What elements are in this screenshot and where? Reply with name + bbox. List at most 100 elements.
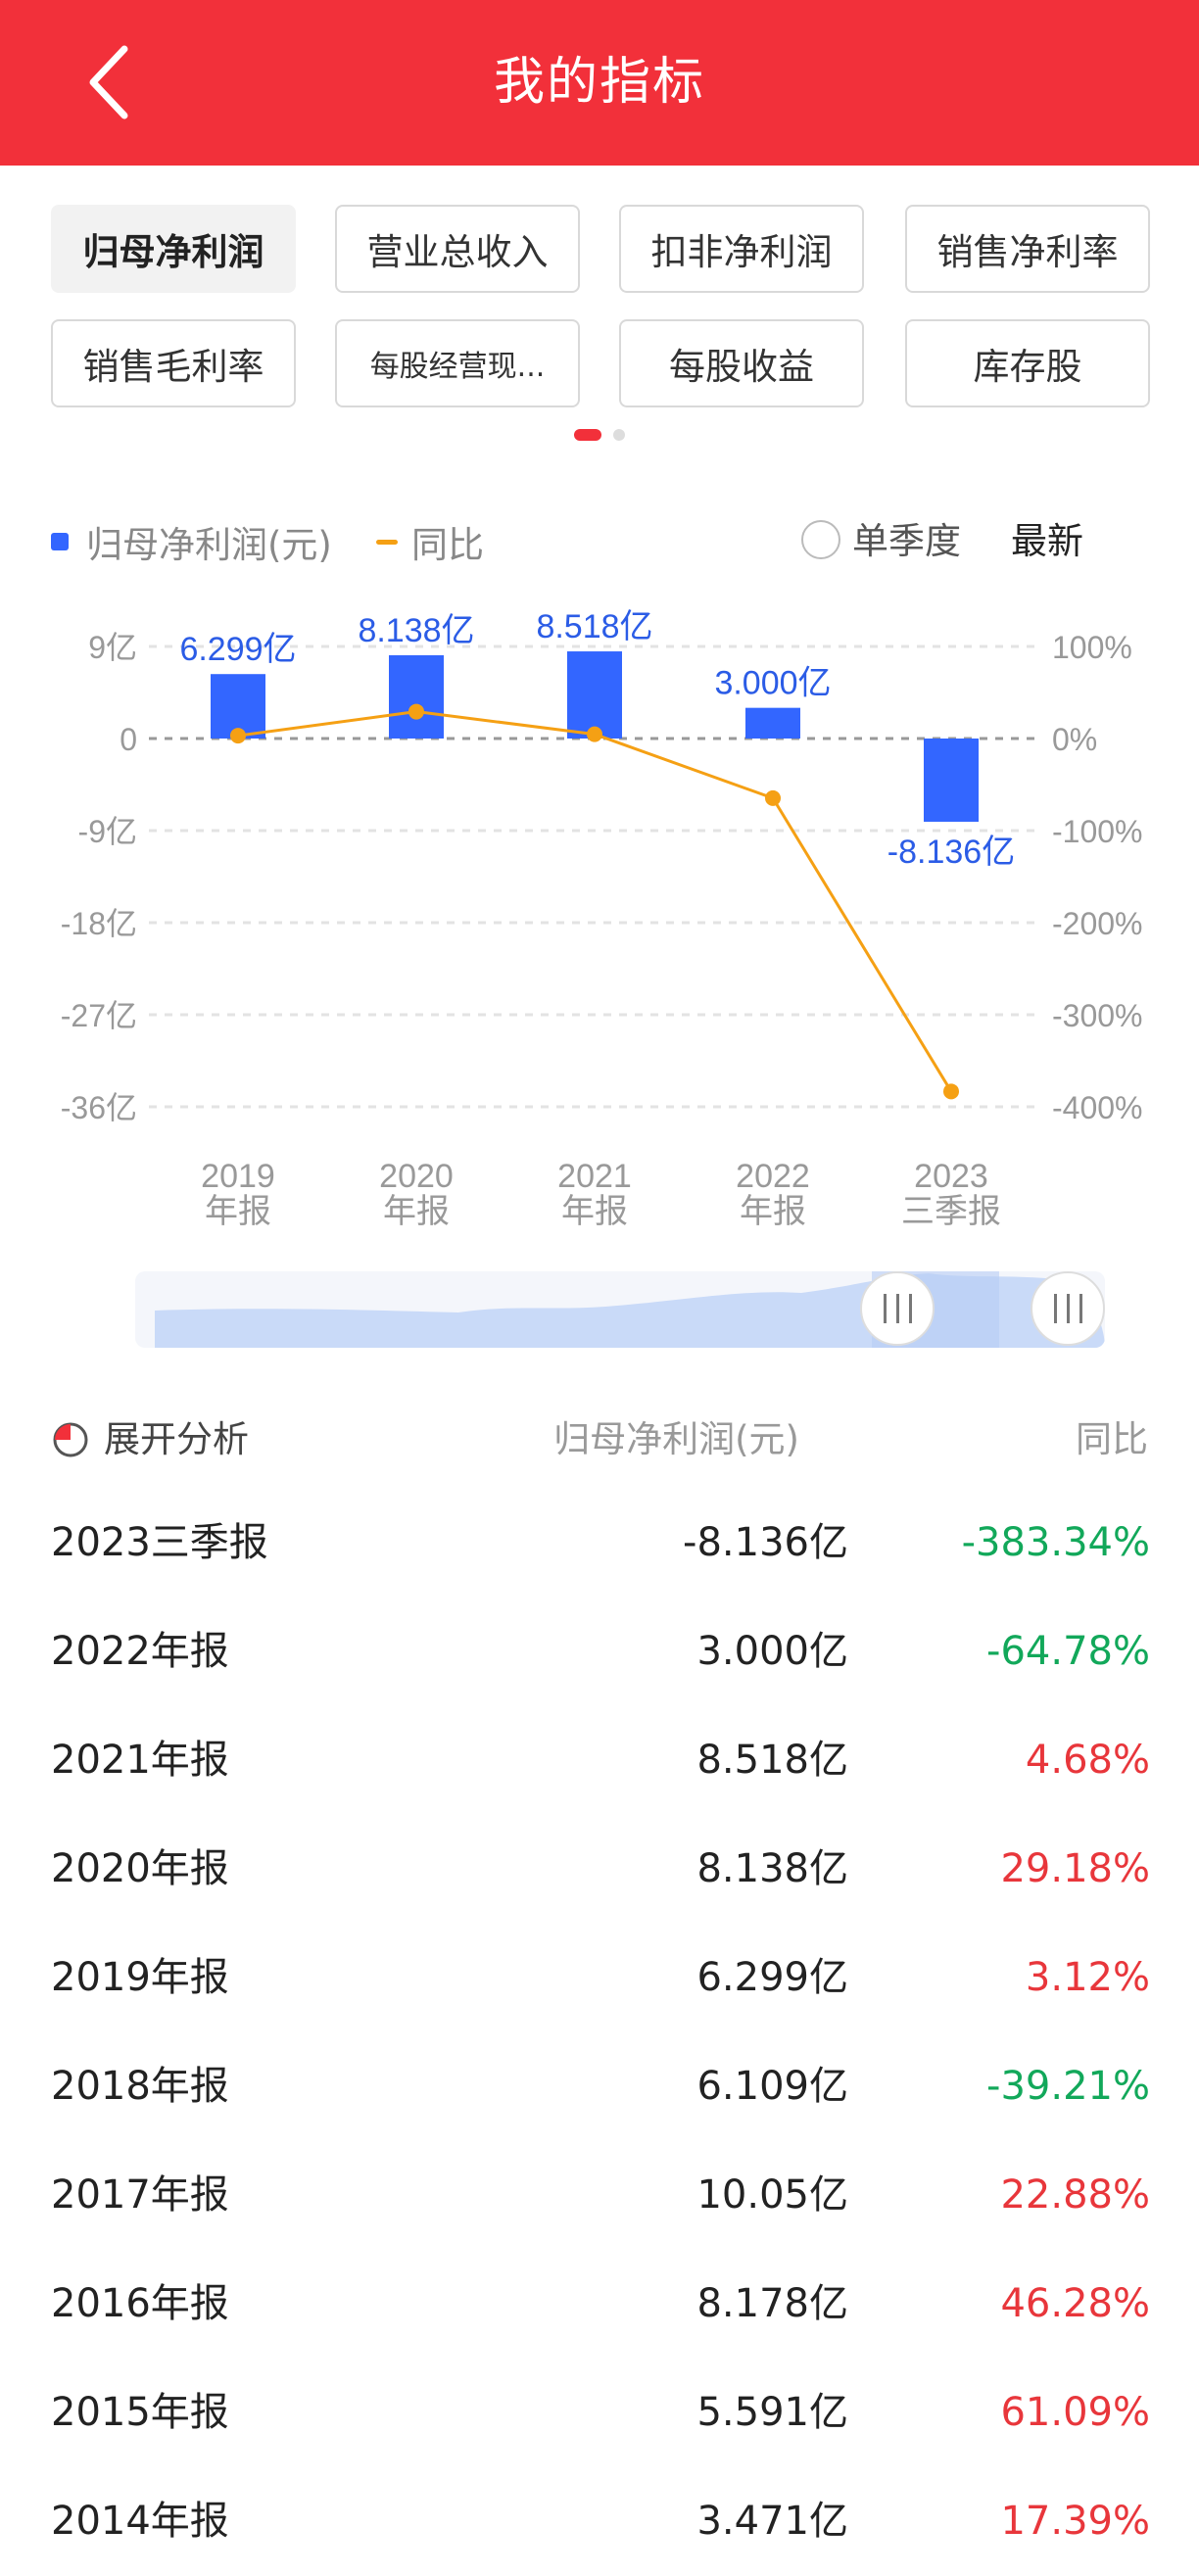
tab-treasury-stock[interactable]: 库存股	[905, 319, 1150, 407]
table-row[interactable]: 2016年报 8.178亿 46.28%	[51, 2250, 1150, 2359]
page-title: 我的指标	[493, 53, 705, 112]
row-yoy: 4.68%	[1025, 1738, 1150, 1783]
table-row[interactable]: 2015年报 5.591亿 61.09%	[51, 2359, 1150, 2467]
legend-bar-label: 归母净利润(元)	[86, 524, 332, 566]
row-value: 8.178亿	[696, 2281, 848, 2326]
yoy-point	[408, 703, 424, 720]
page-dot	[613, 429, 625, 441]
row-value: 6.109亿	[696, 2064, 848, 2109]
column-header-yoy: 同比	[1076, 1418, 1148, 1460]
slider-handle-left[interactable]	[860, 1271, 935, 1346]
yoy-point	[587, 726, 602, 742]
table-row[interactable]: 2018年报 6.109亿 -39.21%	[51, 2032, 1150, 2141]
row-period: 2014年报	[51, 2499, 229, 2544]
table-row[interactable]: 2014年报 3.471亿 17.39%	[51, 2467, 1150, 2576]
row-value: 8.518亿	[696, 1738, 848, 1783]
x-tick-label: 2019	[201, 1158, 275, 1195]
y-right-tick-label: 100%	[1052, 630, 1132, 665]
yoy-point	[765, 789, 781, 806]
bar-value-label: 3.000亿	[714, 665, 831, 702]
slider-overview	[155, 1271, 1105, 1348]
x-tick-label: 年报	[383, 1193, 450, 1230]
back-button[interactable]	[71, 43, 149, 121]
row-value: 5.591亿	[696, 2390, 848, 2435]
table-row[interactable]: 2023三季报 -8.136亿 -383.34%	[51, 1489, 1150, 1598]
y-left-tick-label: -9亿	[78, 814, 137, 849]
y-left-tick-label: -18亿	[61, 906, 137, 941]
tab-operating-cashflow-per-share[interactable]: 每股经营现...	[335, 319, 580, 407]
tab-net-margin[interactable]: 销售净利率	[905, 205, 1150, 293]
row-yoy: 22.88%	[1000, 2172, 1150, 2218]
app-header: 我的指标	[0, 0, 1199, 166]
single-quarter-label[interactable]: 单季度	[852, 520, 961, 562]
table-row[interactable]: 2017年报 10.05亿 22.88%	[51, 2141, 1150, 2250]
row-yoy: 3.12%	[1025, 1955, 1150, 2000]
row-value: 10.05亿	[696, 2172, 848, 2218]
expand-analysis-label: 展开分析	[104, 1418, 249, 1460]
row-yoy: -64.78%	[986, 1629, 1150, 1674]
latest-toggle[interactable]: 最新	[1011, 520, 1083, 562]
line-legend-swatch	[376, 539, 398, 545]
row-period: 2017年报	[51, 2172, 229, 2218]
x-tick-label: 2020	[379, 1158, 454, 1195]
table-row[interactable]: 2019年报 6.299亿 3.12%	[51, 1924, 1150, 2032]
page-dot-active	[574, 429, 601, 441]
bar-value-label: 8.138亿	[358, 612, 474, 649]
x-tick-label: 年报	[740, 1193, 806, 1230]
row-value: 3.471亿	[696, 2499, 848, 2544]
tab-deducted-net-profit[interactable]: 扣非净利润	[619, 205, 864, 293]
row-yoy: 17.39%	[1000, 2499, 1150, 2544]
x-tick-label: 2023	[914, 1158, 988, 1195]
expand-analysis-button[interactable]: 展开分析	[51, 1410, 249, 1469]
row-value: 3.000亿	[696, 1629, 848, 1674]
slider-handle-right[interactable]	[1031, 1271, 1105, 1346]
yoy-point	[943, 1083, 959, 1100]
single-quarter-radio[interactable]	[801, 520, 840, 559]
tab-total-revenue[interactable]: 营业总收入	[335, 205, 580, 293]
row-period: 2023三季报	[51, 1520, 268, 1565]
row-period: 2019年报	[51, 1955, 229, 2000]
chart-bar	[567, 651, 622, 739]
y-right-tick-label: -400%	[1052, 1090, 1143, 1125]
x-tick-label: 三季报	[901, 1193, 1001, 1230]
tab-net-profit[interactable]: 归母净利润	[51, 205, 296, 293]
legend-line[interactable]: 同比	[376, 514, 484, 569]
y-right-tick-label: -200%	[1052, 906, 1143, 941]
x-tick-label: 年报	[561, 1193, 628, 1230]
table-row[interactable]: 2021年报 8.518亿 4.68%	[51, 1706, 1150, 1815]
row-period: 2022年报	[51, 1629, 229, 1674]
bar-value-label: 6.299亿	[179, 631, 296, 668]
row-period: 2016年报	[51, 2281, 229, 2326]
tab-gross-margin[interactable]: 销售毛利率	[51, 319, 296, 407]
row-yoy: 46.28%	[1000, 2281, 1150, 2326]
row-yoy: -39.21%	[986, 2064, 1150, 2109]
y-left-tick-label: -36亿	[61, 1090, 137, 1125]
chart-bar	[211, 674, 265, 739]
column-header-value: 归母净利润(元)	[553, 1418, 799, 1460]
bar-value-label: 8.518亿	[536, 608, 652, 645]
row-value: 8.138亿	[696, 1846, 848, 1891]
row-value: -8.136亿	[683, 1520, 848, 1565]
y-right-tick-label: -100%	[1052, 814, 1143, 849]
row-period: 2021年报	[51, 1738, 229, 1783]
y-left-tick-label: 0	[120, 722, 137, 757]
range-slider[interactable]	[135, 1271, 1105, 1348]
y-left-tick-label: 9亿	[88, 630, 137, 665]
yoy-point	[230, 728, 246, 744]
legend-bar[interactable]: 归母净利润(元)	[51, 514, 332, 569]
chart-bar	[745, 707, 800, 739]
pie-chart-icon	[53, 1422, 88, 1457]
row-period: 2018年报	[51, 2064, 229, 2109]
chart-bar	[389, 655, 444, 739]
row-value: 6.299亿	[696, 1955, 848, 2000]
x-tick-label: 2021	[557, 1158, 632, 1195]
table-row[interactable]: 2020年报 8.138亿 29.18%	[51, 1815, 1150, 1924]
tab-eps[interactable]: 每股收益	[619, 319, 864, 407]
net-profit-chart: 9亿 0 -9亿 -18亿 -27亿 -36亿 100% 0% -100% -200% -300% -…	[61, 608, 1143, 1230]
row-yoy: 61.09%	[1000, 2390, 1150, 2435]
row-period: 2015年报	[51, 2390, 229, 2435]
bar-legend-swatch	[51, 533, 69, 550]
row-yoy: 29.18%	[1000, 1846, 1150, 1891]
bar-value-label: -8.136亿	[887, 834, 1015, 871]
table-row[interactable]: 2022年报 3.000亿 -64.78%	[51, 1598, 1150, 1706]
